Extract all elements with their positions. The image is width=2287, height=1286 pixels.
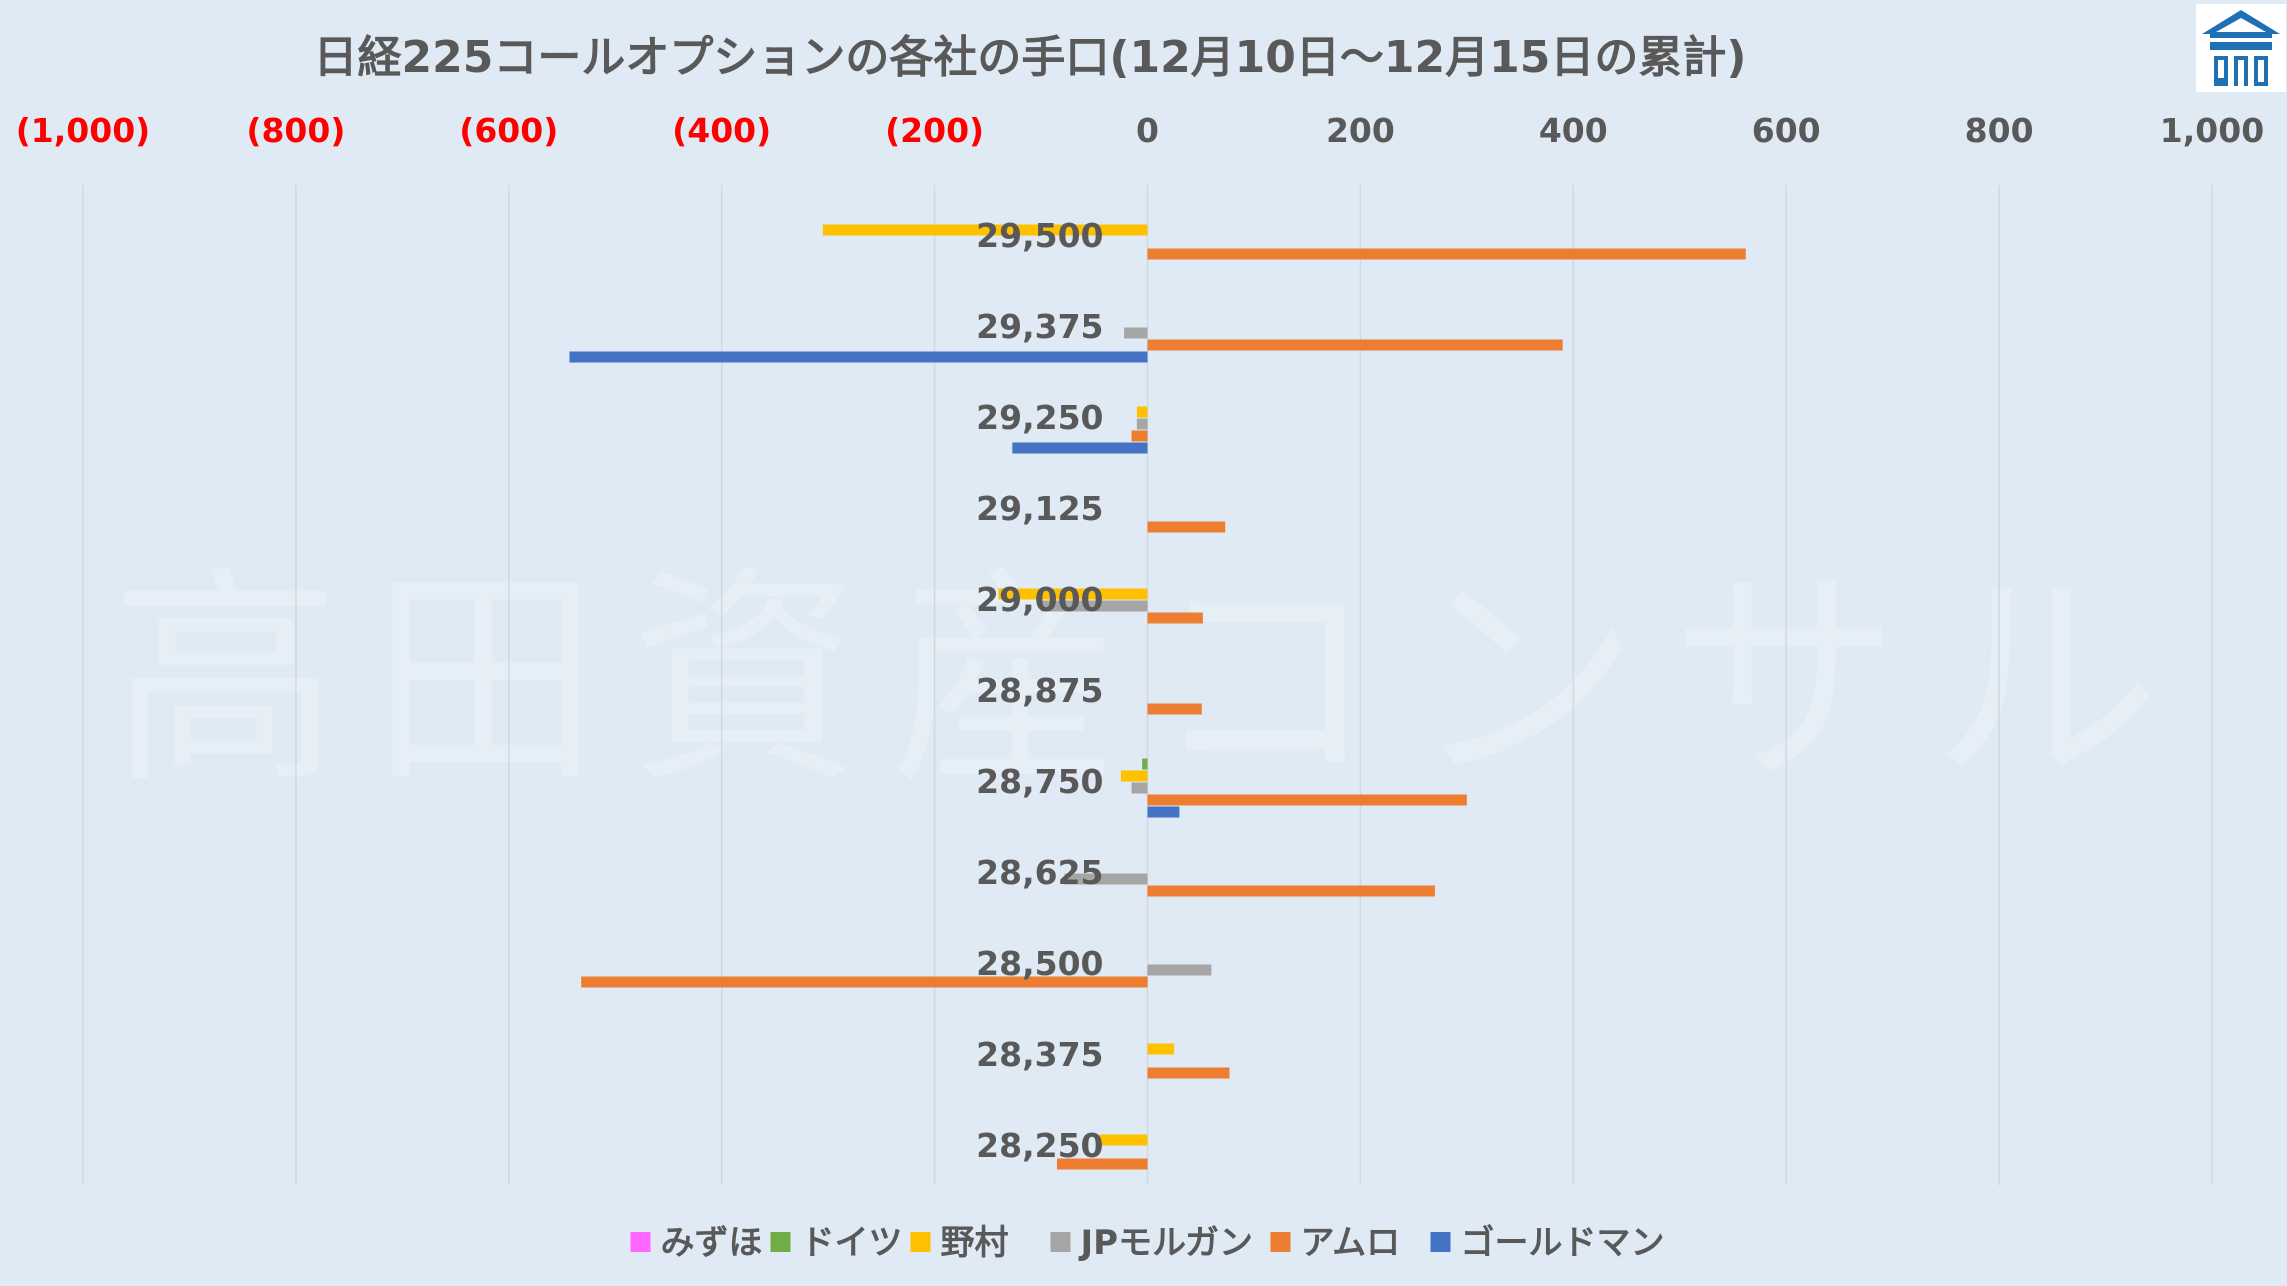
x-tick-label: (200)	[885, 111, 984, 150]
category-label: 28,500	[976, 944, 1103, 983]
bar	[1057, 1158, 1148, 1170]
bar	[1147, 806, 1180, 818]
legend-swatch	[770, 1232, 791, 1252]
x-tick-label: (400)	[672, 111, 771, 150]
bar	[1147, 521, 1226, 533]
bar	[1147, 248, 1746, 260]
bar	[1012, 442, 1148, 454]
bar	[1147, 1043, 1175, 1055]
bar	[1099, 1134, 1148, 1146]
category-label: 29,250	[976, 398, 1103, 437]
x-tick-label: 1,000	[2160, 111, 2264, 150]
category-label: 28,375	[976, 1035, 1103, 1074]
category-label: 29,125	[976, 489, 1103, 528]
legend-label: アムロ	[1301, 1223, 1401, 1263]
legend-label: ゴールドマン	[1461, 1223, 1665, 1263]
bar	[1124, 327, 1148, 339]
x-tick-label: (600)	[459, 111, 558, 150]
category-label: 28,250	[976, 1126, 1103, 1165]
x-tick-label: 600	[1752, 111, 1821, 150]
bar	[1147, 339, 1563, 351]
bar	[1041, 600, 1148, 612]
x-tick-label: 800	[1965, 111, 2034, 150]
bar	[1131, 430, 1148, 442]
bar	[1147, 794, 1467, 806]
bar	[1136, 418, 1148, 430]
category-label: 28,625	[976, 853, 1103, 892]
category-label: 29,500	[976, 216, 1103, 255]
legend-label: 野村	[941, 1223, 1009, 1263]
x-tick-label: 400	[1539, 111, 1608, 150]
x-tick-label: (800)	[246, 111, 345, 150]
bar	[998, 588, 1148, 600]
x-tick-label: (1,000)	[16, 111, 151, 150]
bar	[581, 976, 1148, 988]
legend-swatch	[910, 1232, 931, 1252]
bar	[1147, 703, 1202, 715]
category-label: 29,000	[976, 580, 1103, 619]
legend-swatch	[1270, 1232, 1291, 1252]
house-logo-icon	[2196, 4, 2286, 92]
x-tick-label: 0	[1136, 111, 1159, 150]
legend-label: みずほ	[661, 1223, 763, 1263]
legend: みずほ ドイツ 野村 JPモルガン アムロ ゴールドマン	[630, 1223, 1665, 1263]
bar	[1136, 406, 1148, 418]
x-tick-label: 200	[1326, 111, 1395, 150]
bars	[569, 224, 1746, 1170]
legend-swatch	[630, 1232, 651, 1252]
category-label: 28,750	[976, 762, 1103, 801]
bar	[822, 224, 1148, 236]
category-label: 28,875	[976, 671, 1103, 710]
bar	[1147, 964, 1212, 976]
bar	[1147, 612, 1203, 624]
bar	[1131, 782, 1148, 794]
bar	[1147, 885, 1435, 897]
bar	[1142, 758, 1148, 770]
legend-swatch	[1050, 1232, 1071, 1252]
category-labels: 29,500 29,375 29,250 29,125 29,000 28,875 28,7…	[976, 216, 1103, 1165]
chart-title: 日経225コールオプションの各社の手口(12月10日～12月15日の累計)	[314, 32, 1747, 83]
legend-swatch	[1430, 1232, 1451, 1252]
watermark: 高田資産コンサル	[110, 548, 2190, 815]
legend-label: JPモルガン	[1079, 1223, 1254, 1263]
bar	[1147, 1067, 1230, 1079]
bar	[569, 351, 1148, 363]
bar	[1120, 770, 1148, 782]
category-label: 29,375	[976, 307, 1103, 346]
bar	[1064, 873, 1148, 885]
x-axis-ticks: (1,000) (800) (600) (400) (200) 0 200 400 600 800…	[16, 111, 2264, 150]
legend-label: ドイツ	[801, 1223, 903, 1263]
